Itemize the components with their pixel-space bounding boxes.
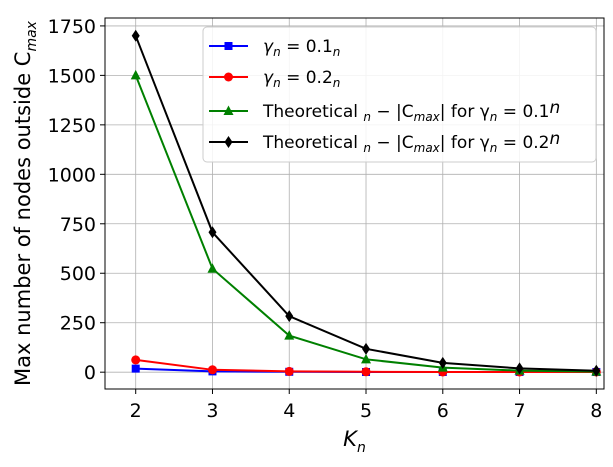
data-point — [285, 310, 294, 323]
legend-label: Theoretical n − |Cmax| for γn = 0.1n — [262, 98, 560, 124]
data-point — [438, 356, 447, 369]
legend: γn = 0.1n γn = 0.2n Theoretical n − |Cmax|… — [202, 26, 597, 163]
legend-label: γn = 0.1n — [263, 37, 340, 59]
series-3 — [131, 29, 601, 377]
x-tick-label: 4 — [283, 400, 295, 422]
data-point — [362, 342, 371, 355]
y-tick-label: 0 — [84, 362, 96, 384]
y-tick-label: 1000 — [48, 164, 96, 186]
x-tick-label: 8 — [590, 400, 602, 422]
data-point — [208, 226, 217, 239]
y-tick-label: 500 — [60, 263, 96, 285]
plot-frame — [104, 17, 605, 390]
data-point — [592, 364, 601, 377]
y-axis-label: Max number of nodes outside Cmax — [11, 20, 40, 386]
data-point — [361, 367, 371, 377]
data-point — [207, 263, 218, 273]
legend-label: Theoretical n − |Cmax| for γn = 0.2n — [262, 129, 560, 155]
data-point — [207, 365, 217, 375]
y-tick-label: 1250 — [48, 115, 96, 137]
legend-box — [202, 26, 597, 163]
legend-marker — [223, 105, 234, 115]
x-tick-label: 6 — [437, 400, 449, 422]
data-point — [284, 330, 295, 340]
series-lines — [130, 29, 602, 377]
x-tick-label: 5 — [360, 400, 372, 422]
data-point — [130, 69, 141, 80]
legend-label: γn = 0.2n — [263, 68, 340, 90]
y-tick-label: 1750 — [48, 16, 96, 38]
data-point — [131, 364, 140, 373]
data-point — [131, 355, 141, 365]
data-point — [284, 366, 294, 376]
x-axis-label: Kn — [343, 427, 366, 456]
axis-ticks: 2 3 4 5 6 7 8 0 250 500 750 1000 1250 1500 1750 — [48, 16, 603, 422]
legend-marker — [224, 42, 233, 50]
y-tick-label: 250 — [60, 313, 96, 335]
legend-marker — [224, 136, 233, 148]
data-point — [515, 362, 524, 375]
x-tick-label: 2 — [130, 400, 142, 422]
y-tick-label: 750 — [60, 214, 96, 236]
legend-marker — [224, 72, 233, 82]
data-point — [361, 353, 372, 364]
y-tick-label: 1500 — [48, 65, 96, 87]
data-point — [131, 29, 140, 42]
x-tick-label: 7 — [514, 400, 526, 422]
x-tick-label: 3 — [206, 400, 218, 422]
